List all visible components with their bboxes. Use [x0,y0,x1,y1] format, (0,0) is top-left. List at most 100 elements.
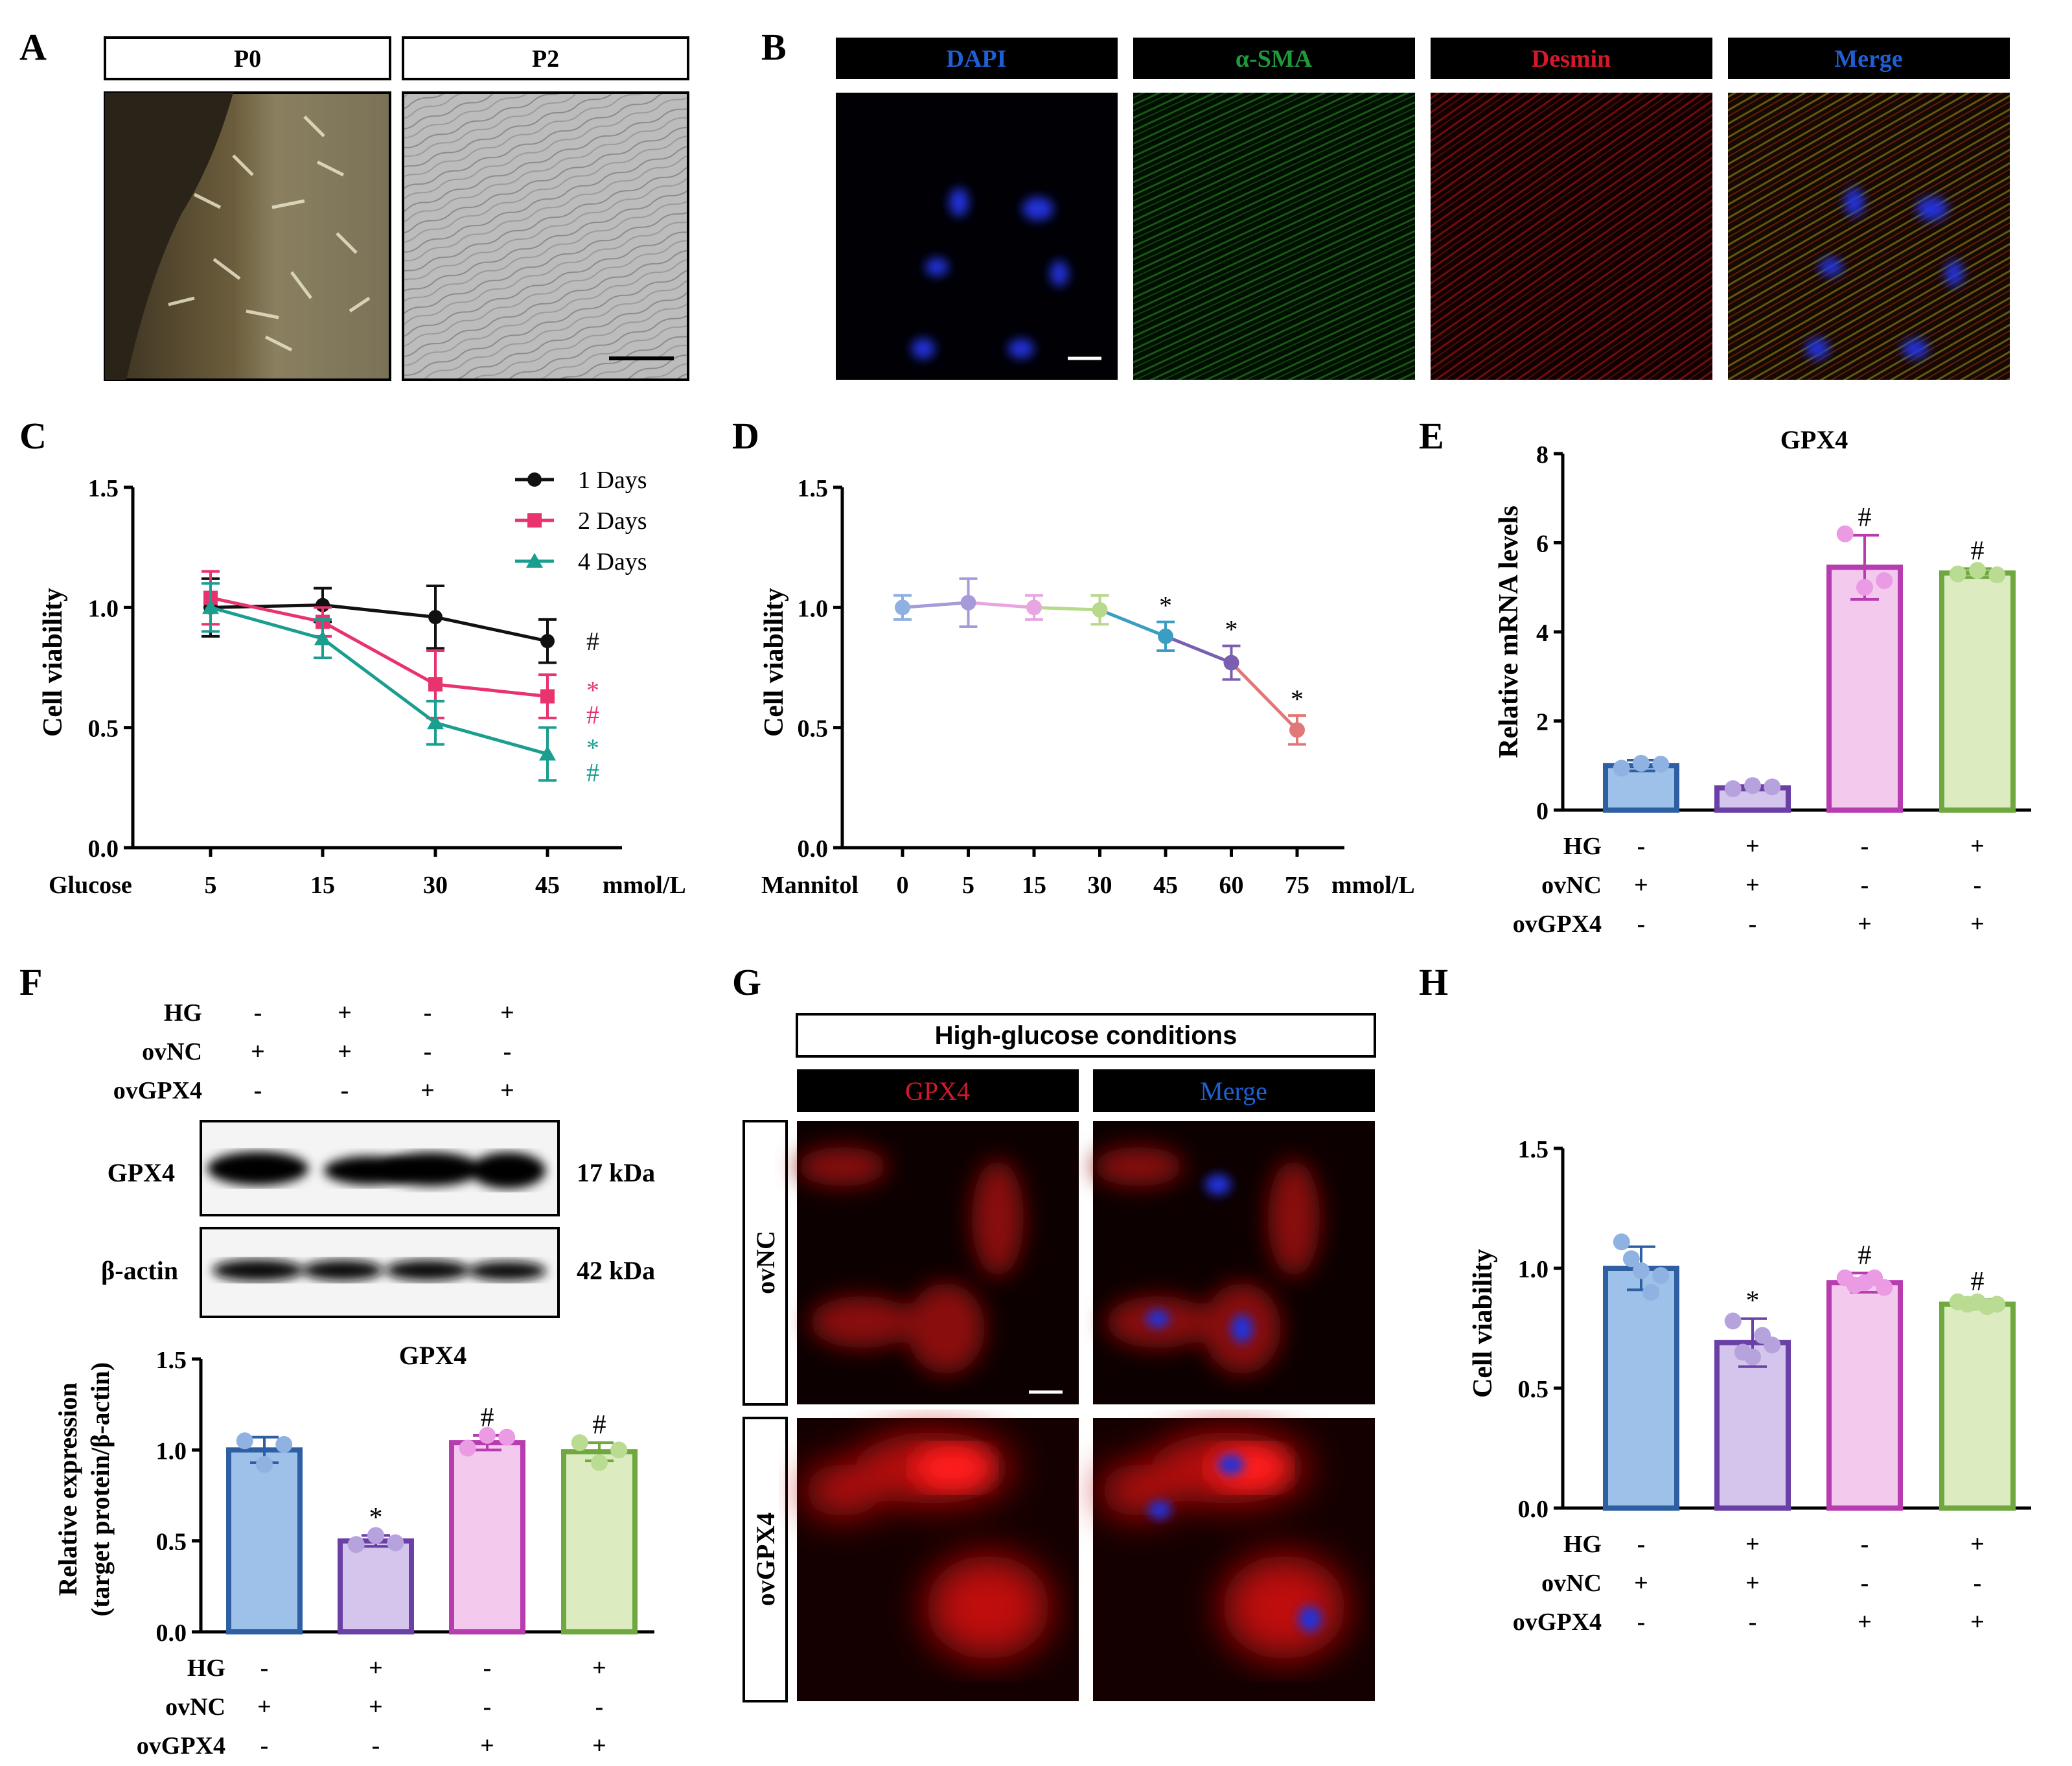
series-line-1 [210,596,548,698]
data-point [256,1456,273,1473]
data-point [1744,1348,1761,1365]
data-point [895,599,910,616]
significance-mark: # [593,1410,606,1440]
x-unit-d: mmol/L [1331,872,1415,899]
panel-f: HG - + - + ovNC + + - - ovGPX4 - - + + GPX4 β-actin 17… [53,999,655,1760]
y-axis-label-c: Cell viability [38,588,68,737]
label-box-p0 [104,36,391,80]
svg-text:Merge: Merge [1834,45,1902,73]
panel-b: DAPI α-SMA Desmin Merge [836,38,2010,380]
data-point [1289,722,1305,738]
condition-value: + [480,1732,494,1760]
y-tick-label: 1.0 [88,595,119,622]
y-tick-label: 2 [1536,709,1548,736]
header-asma: α-SMA [1133,38,1415,79]
condition-value: + [338,999,352,1027]
panel-letter-a: A [19,26,47,68]
blot-size-beta-actin: 42 kDa [577,1256,655,1285]
data-point [539,745,556,761]
line-segment [1099,608,1166,638]
x-axis-name-d: Mannitol [761,872,858,899]
condition-value: + [1858,911,1872,938]
data-point [1633,754,1650,772]
condition-value: + [1745,872,1760,899]
condition-value: - [1974,1570,1982,1597]
plot-area-d: 0.0 0.5 1.0 1.5 0 5 15 30 45 60 75 * * * [798,475,1344,899]
line-segment [1033,605,1100,612]
bar-2 [1826,1280,1903,1511]
panel-letter-e: E [1419,415,1444,457]
data-point [202,599,219,614]
y-tick-label: 0.0 [88,835,119,863]
condition-value: - [1637,911,1646,938]
blot-label-gpx4: GPX4 [108,1158,175,1187]
bar-0 [1603,763,1679,813]
condition-value: + [1745,1570,1760,1597]
data-point [1633,1262,1650,1279]
header-dapi: DAPI [836,38,1118,79]
data-point [540,689,555,704]
data-point [1876,1279,1893,1296]
significance-mark: # [586,700,599,729]
data-point [479,1426,496,1444]
x-tick-label: 60 [1219,872,1244,899]
data-point [1026,599,1042,616]
data-point [571,1434,588,1452]
data-point [1613,1233,1630,1251]
condition-label-hg: HG [164,999,202,1027]
condition-label-ovgpx4: ovGPX4 [1513,1609,1602,1636]
y-axis-label-h: Cell viability [1468,1249,1498,1398]
significance-mark: # [586,627,599,656]
condition-value: + [1745,833,1760,860]
condition-value: - [254,999,262,1027]
condition-value: - [1637,1531,1646,1558]
panel-e: GPX4 0 2 4 6 8 # # Relative mRNA levels HG - + - +… [1494,425,2031,938]
bar-0 [226,1447,303,1634]
condition-label-hg: HG [1563,833,1602,860]
chart-title-e: GPX4 [1780,425,1848,454]
x-tick-label: 15 [1022,872,1046,899]
bar-0 [1603,1266,1679,1511]
panel-letter-f: F [19,961,42,1003]
condition-value: - [424,1038,432,1065]
y-axis-label-e: Relative mRNA levels [1494,505,1524,758]
data-point [1652,756,1670,773]
y-tick-label: 0.5 [88,715,119,743]
data-point [387,1534,404,1551]
y-tick-label: 0.0 [156,1620,187,1647]
condition-value: + [1970,1531,1985,1558]
plot-area-h: 0.0 0.5 1.0 1.5 * # # [1518,1136,2031,1523]
y-tick-label: 1.5 [1518,1136,1549,1163]
condition-table-f-top: HG - + - + ovNC + + - - ovGPX4 - - + + [113,999,514,1104]
series-line-2 [210,605,548,756]
y-tick-label: 1.5 [88,475,119,502]
x-axis-name-c: Glucose [49,872,132,899]
y-tick-label: 8 [1536,441,1548,469]
y-tick-label: 1.5 [798,475,829,502]
significance-mark: * [586,733,599,762]
condition-table-e: HG - + - + ovNC + + - - ovGPX4 - - + + [1513,833,1985,938]
condition-value: + [1858,1609,1872,1636]
svg-text:ovGPX4: ovGPX4 [751,1513,780,1606]
condition-value: + [257,1693,271,1721]
condition-value: + [1970,1609,1985,1636]
y-axis-label-f-line2: (target protein/β-actin) [86,1362,115,1616]
condition-label-ovnc: ovNC [142,1038,202,1065]
panel-letter-c: C [19,415,47,457]
panel-a: P0 P2 [104,36,689,381]
data-point [367,1527,384,1544]
row-label-ovnc: ovNC [742,1120,788,1406]
condition-value: - [1861,1531,1869,1558]
condition-value: - [1637,1609,1646,1636]
panel-letter-h: H [1419,961,1448,1003]
data-point [1744,777,1761,795]
data-point [314,630,331,645]
column-header-gpx4: GPX4 [797,1069,1079,1112]
x-tick-label: 5 [962,872,974,899]
western-blot: GPX4 β-actin 17 kDa 42 kDa [101,1120,655,1318]
data-point [1613,760,1630,777]
row-label-ovgpx4: ovGPX4 [742,1417,788,1702]
y-axis-label-d: Cell viability [759,588,789,737]
condition-value: - [254,1077,262,1104]
